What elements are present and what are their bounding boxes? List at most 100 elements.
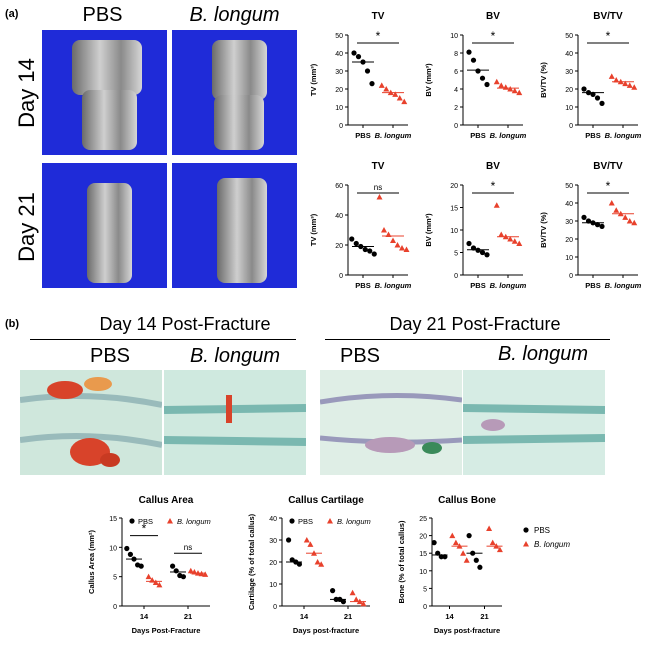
data-point [622, 214, 629, 220]
x-axis-label: Days Post-Fracture [132, 626, 201, 635]
y-tick-label: 15 [419, 551, 427, 558]
data-point [367, 248, 373, 254]
y-tick-label: 20 [565, 237, 573, 244]
sig-label: * [491, 29, 496, 43]
chart-bvtv-day14: BV/TV 0 10 20 30 40 50 BV/TV (%) PBS B. longum * [539, 11, 642, 140]
y-axis-label: BV (mm³) [424, 213, 433, 247]
data-point [180, 574, 186, 580]
legend-label-pbs: PBS [534, 526, 550, 535]
x-tick-label: PBS [470, 131, 485, 140]
callus-bone-legend: PBS B. longum [523, 526, 570, 549]
data-point [473, 557, 479, 563]
y-axis-label: TV (mm³) [309, 63, 318, 96]
y-tick-label: 8 [454, 51, 458, 58]
legend-marker-blongum [327, 518, 333, 524]
data-point [138, 563, 144, 569]
data-point [378, 82, 385, 88]
y-tick-label: 30 [565, 219, 573, 226]
data-point [484, 81, 490, 88]
y-tick-label: 10 [419, 569, 427, 576]
y-axis-label: TV (mm³) [309, 213, 318, 246]
x-tick-label: 14 [140, 612, 149, 621]
data-point [173, 568, 179, 574]
ct-image-pbs-day21 [42, 163, 167, 288]
panel-b-label: (b) [5, 318, 20, 330]
y-tick-label: 0 [454, 273, 458, 280]
data-point [466, 240, 472, 247]
data-point [187, 567, 194, 574]
data-point [145, 573, 152, 580]
data-point [296, 561, 302, 567]
data-point [507, 86, 514, 92]
y-tick-label: 40 [565, 51, 573, 58]
data-point [484, 252, 490, 258]
x-tick-label: 14 [445, 612, 454, 621]
data-point [489, 539, 496, 546]
x-tick-label: PBS [585, 131, 600, 140]
x-tick-label: 21 [184, 612, 192, 621]
y-tick-label: 25 [419, 516, 427, 523]
y-tick-label: 20 [269, 560, 277, 567]
y-axis-label: Cartilage (% of total callus) [247, 513, 256, 610]
data-point [383, 86, 390, 92]
data-point [364, 68, 371, 74]
ct-row-day14: Day 14 [14, 58, 39, 128]
y-tick-label: 20 [565, 87, 573, 94]
hist-blongum-day14: B. longum [189, 345, 281, 367]
y-tick-label: 0 [454, 123, 458, 130]
y-tick-label: 2 [454, 105, 458, 112]
ct-col-blongum: B. longum [189, 4, 280, 26]
y-tick-label: 10 [335, 105, 343, 112]
y-axis-label: BV/TV (%) [539, 62, 548, 98]
data-point [479, 75, 486, 81]
chart-bv-day14: BV 0 2 4 6 8 10 BV (mm³) PBS B. longum * [424, 11, 527, 140]
chart-title: BV/TV [593, 11, 623, 22]
data-point [511, 238, 518, 244]
legend-label-pbs: PBS [138, 517, 153, 526]
x-tick-label: B. longum [375, 281, 412, 290]
y-tick-label: 50 [565, 33, 573, 40]
data-point [401, 98, 408, 105]
x-tick-label: B. longum [490, 281, 527, 290]
sig-label: * [606, 179, 611, 193]
hist-day21-title: Day 21 Post-Fracture [389, 314, 561, 334]
chart-tv-day21: TV 0 20 40 60 TV (mm³) PBS B. longum ns [309, 161, 412, 290]
y-tick-label: 20 [450, 183, 458, 190]
data-point [498, 82, 505, 88]
y-tick-label: 0 [569, 123, 573, 130]
data-point [463, 557, 470, 563]
data-point [581, 86, 587, 92]
data-point [599, 223, 605, 229]
y-tick-label: 20 [335, 87, 343, 94]
x-axis-label: Days post-fracture [293, 626, 359, 635]
data-point [318, 561, 325, 567]
data-point [381, 227, 387, 233]
y-tick-label: 0 [113, 604, 117, 611]
y-tick-label: 0 [273, 604, 277, 611]
data-point [594, 95, 601, 101]
y-tick-label: 10 [565, 105, 573, 112]
x-tick-label: PBS [355, 281, 370, 290]
chart-callus-area: Callus Area 0 5 10 15 Callus Area (mm²) 14 21 Da… [87, 495, 211, 635]
y-tick-label: 4 [454, 87, 458, 94]
ct-image-pbs-day14 [42, 30, 167, 155]
legend-marker-pbs [523, 527, 529, 533]
data-point [170, 563, 176, 569]
legend-label-blongum: B. longum [177, 517, 211, 526]
x-tick-label: 14 [300, 612, 309, 621]
sig-label: * [142, 522, 147, 536]
ct-row-day21: Day 21 [14, 192, 39, 262]
data-point [431, 540, 437, 546]
data-point [626, 82, 633, 88]
x-tick-label: PBS [355, 131, 370, 140]
data-point [349, 236, 355, 242]
y-axis-label: Callus Area (mm²) [87, 530, 96, 594]
y-axis-label: BV (mm³) [424, 63, 433, 97]
x-tick-label: B. longum [605, 131, 642, 140]
data-point [631, 219, 638, 226]
y-tick-label: 5 [423, 586, 427, 593]
x-tick-label: B. longum [490, 131, 527, 140]
data-point [452, 539, 459, 546]
data-point [496, 546, 503, 553]
y-tick-label: 0 [339, 123, 343, 130]
